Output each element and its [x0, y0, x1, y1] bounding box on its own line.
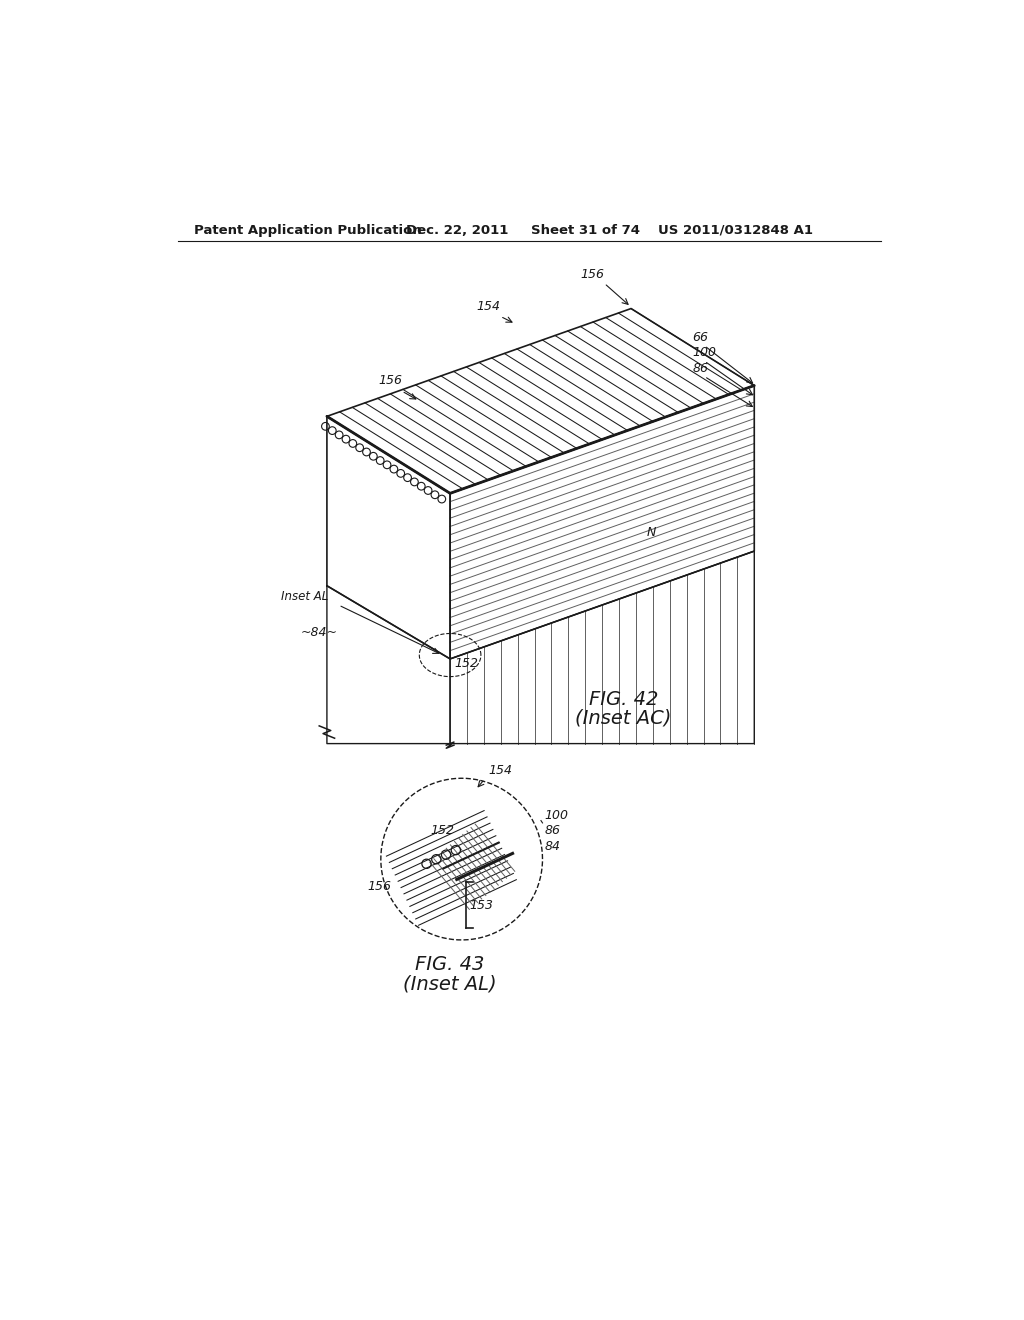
Text: 152: 152 — [431, 825, 455, 837]
Text: 86: 86 — [545, 825, 561, 837]
Text: 154: 154 — [476, 300, 501, 313]
Text: FIG. 43: FIG. 43 — [416, 956, 484, 974]
Text: 156: 156 — [367, 880, 391, 892]
Text: (Inset AC): (Inset AC) — [575, 709, 672, 727]
Text: 84: 84 — [545, 840, 561, 853]
Text: Dec. 22, 2011: Dec. 22, 2011 — [407, 224, 509, 236]
Text: 66: 66 — [692, 331, 709, 345]
Text: 152: 152 — [454, 656, 478, 669]
Text: 156: 156 — [581, 268, 604, 281]
Text: N: N — [646, 525, 655, 539]
Text: FIG. 42: FIG. 42 — [589, 689, 658, 709]
Text: 154: 154 — [488, 764, 513, 777]
Text: 100: 100 — [692, 346, 717, 359]
Text: Sheet 31 of 74: Sheet 31 of 74 — [531, 224, 640, 236]
Text: 153: 153 — [469, 899, 494, 912]
Text: (Inset AL): (Inset AL) — [403, 974, 497, 994]
Text: US 2011/0312848 A1: US 2011/0312848 A1 — [658, 224, 813, 236]
Text: ~84~: ~84~ — [301, 626, 338, 639]
Text: Patent Application Publication: Patent Application Publication — [194, 224, 422, 236]
Text: 156: 156 — [379, 374, 402, 387]
Text: Inset AL: Inset AL — [281, 590, 328, 603]
Text: 86: 86 — [692, 363, 709, 375]
Text: 100: 100 — [545, 809, 568, 822]
